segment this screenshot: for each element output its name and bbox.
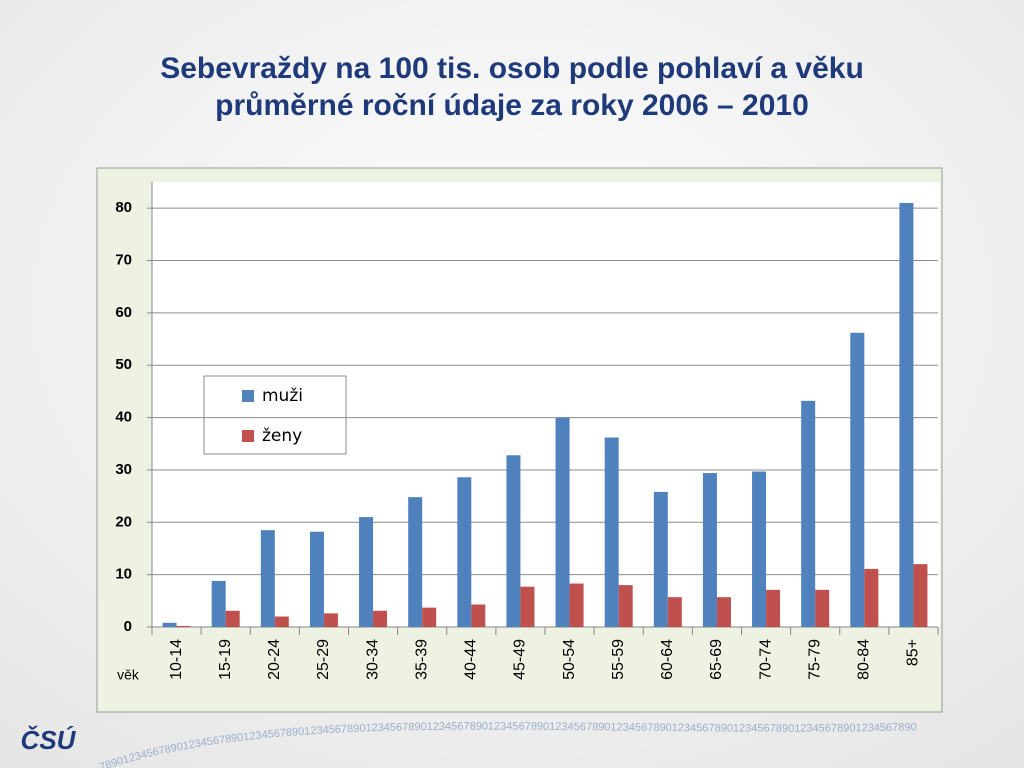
x-tick-label: 50-54 <box>561 639 578 680</box>
bar <box>850 332 865 627</box>
bar <box>408 497 423 627</box>
bar <box>752 471 767 627</box>
x-tick-label: 55-59 <box>610 639 627 680</box>
y-tick-label: 50 <box>115 356 132 373</box>
y-tick-label: 10 <box>115 566 132 583</box>
x-tick-label: 15-19 <box>217 639 234 680</box>
bar <box>506 455 521 627</box>
x-tick-label: 65-69 <box>708 639 725 680</box>
x-tick-label: 70-74 <box>757 639 774 680</box>
bar <box>457 477 472 627</box>
bar <box>864 568 879 627</box>
bar <box>323 613 338 627</box>
bar <box>176 625 191 627</box>
bar <box>569 583 584 627</box>
bar <box>702 473 717 627</box>
bar <box>716 597 731 627</box>
bar <box>801 400 816 627</box>
bar <box>274 616 289 627</box>
bar <box>422 607 437 627</box>
x-tick-label: 40-44 <box>463 639 480 680</box>
legend-swatch <box>242 390 254 402</box>
bar <box>260 530 275 627</box>
y-tick-label: 60 <box>115 304 132 321</box>
logo: ČSÚ <box>21 725 77 755</box>
x-tick-label: 85+ <box>905 639 922 666</box>
legend-swatch <box>242 430 254 442</box>
bar <box>899 202 914 628</box>
bar <box>359 517 374 627</box>
x-tick-label: 35-39 <box>413 639 430 680</box>
x-tick-label: 45-49 <box>512 639 529 680</box>
bar <box>555 417 570 627</box>
bar <box>520 586 535 627</box>
x-tick-label: 80-84 <box>856 639 873 680</box>
bar <box>225 610 240 627</box>
bar <box>766 589 781 627</box>
bar <box>667 597 682 627</box>
bar <box>471 604 486 627</box>
bar <box>653 491 668 627</box>
y-tick-label: 70 <box>115 251 132 268</box>
y-tick-label: 30 <box>115 461 132 478</box>
x-tick-label: 10-14 <box>168 639 185 680</box>
legend-label: muži <box>262 386 303 406</box>
x-tick-label: 25-29 <box>315 639 332 680</box>
y-tick-label: 0 <box>124 618 132 635</box>
x-tick-label: 75-79 <box>806 639 823 680</box>
y-tick-label: 40 <box>115 409 132 426</box>
bar <box>162 622 177 627</box>
legend <box>203 375 347 455</box>
y-tick-label: 80 <box>115 199 132 216</box>
bar <box>604 437 619 627</box>
x-tick-label: 30-34 <box>364 639 381 680</box>
y-tick-label: 20 <box>115 513 132 530</box>
x-axis-label: věk <box>117 667 140 683</box>
bar <box>815 589 830 627</box>
bar <box>913 564 928 627</box>
subtitle: průměrné roční údaje za roky 2006 – 2010 <box>215 89 809 122</box>
legend-label: ženy <box>262 426 302 446</box>
bar <box>618 585 633 627</box>
bar <box>373 610 388 627</box>
bar <box>309 531 324 627</box>
bar <box>211 580 226 627</box>
x-tick-label: 20-24 <box>266 639 283 680</box>
x-tick-label: 60-64 <box>659 639 676 680</box>
title: Sebevraždy na 100 tis. osob podle pohlav… <box>160 52 864 85</box>
